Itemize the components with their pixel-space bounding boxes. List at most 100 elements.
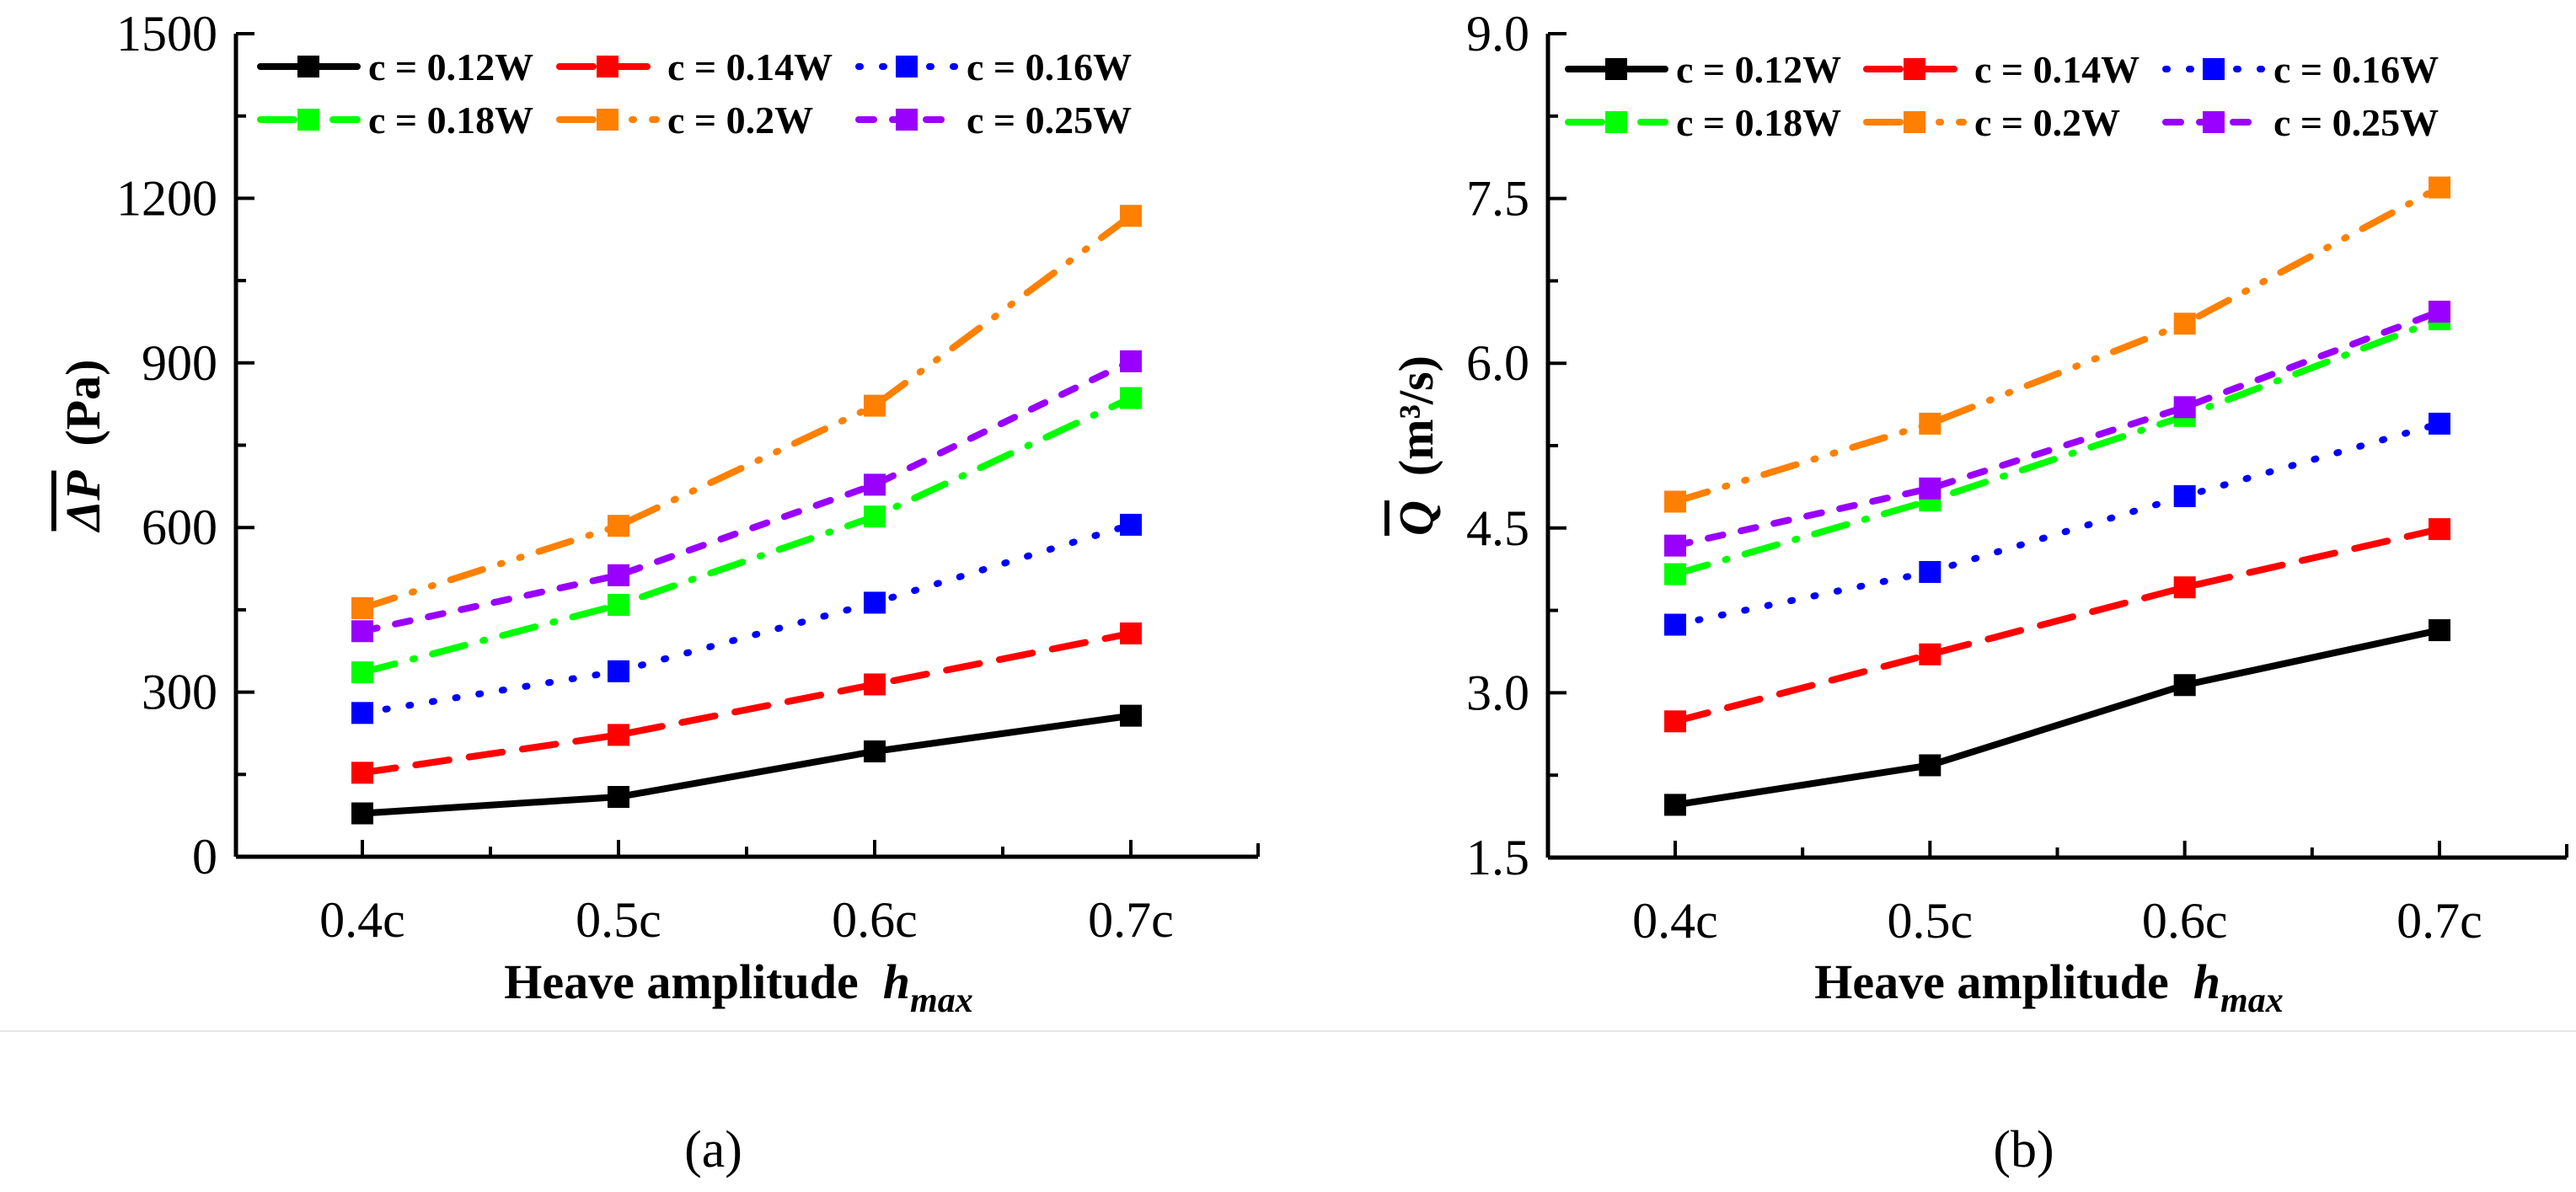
data-point-marker (1120, 704, 1142, 727)
panel-caption: (b) (1993, 1121, 2054, 1179)
series-line (1672, 526, 2443, 725)
legend-item: c = 0.16W (855, 45, 1132, 88)
legend-marker (1605, 58, 1627, 80)
legend-marker (597, 56, 619, 78)
data-point-marker (1664, 710, 1686, 733)
legend-label: c = 0.16W (2273, 48, 2439, 91)
legend-item: c = 0.12W (1565, 48, 1841, 91)
legend-item: c = 0.16W (2162, 48, 2439, 91)
y-tick-label: 7.5 (1466, 171, 1529, 227)
legend-marker (2203, 111, 2225, 133)
legend-label: c = 0.12W (368, 45, 533, 88)
series-line (1672, 184, 2443, 505)
series-0.25 (1664, 300, 2450, 557)
data-point-marker (2429, 619, 2450, 642)
y-axis-spacer (56, 446, 110, 471)
legend-marker (1904, 111, 1925, 133)
data-point-marker (608, 564, 629, 586)
y-axis-unit: (Pa) (56, 360, 110, 446)
x-tick-label: 0.7c (1088, 892, 1174, 948)
y-tick-label: 1200 (116, 170, 217, 226)
series-0.12 (351, 704, 1142, 825)
data-point-marker (864, 673, 886, 696)
data-point-marker (1919, 560, 1941, 583)
legend-marker (597, 109, 619, 131)
x-axis-subscript: max (910, 981, 973, 1020)
legend-item: c = 0.2W (556, 99, 813, 142)
series-line (1672, 420, 2443, 628)
y-tick-label: 4.5 (1466, 500, 1529, 556)
x-tick-label: 0.6c (2142, 893, 2228, 949)
legend-item: c = 0.14W (556, 45, 833, 88)
series-0.16 (351, 513, 1142, 724)
data-point-marker (1120, 387, 1142, 409)
legend-item: c = 0.12W (257, 45, 533, 88)
data-point-marker (2429, 518, 2450, 541)
panel-caption: (a) (684, 1121, 742, 1179)
data-point-marker (351, 802, 373, 825)
series-line (359, 357, 1134, 635)
x-axis-label: Heave amplitude hmax (504, 954, 972, 1020)
x-tick-label: 0.4c (1632, 893, 1718, 949)
y-tick-label: 6.0 (1466, 335, 1529, 391)
data-point-marker (1120, 205, 1142, 227)
series-0.25 (351, 350, 1142, 643)
y-axis-symbol: Q (1389, 500, 1443, 536)
y-tick-label: 300 (142, 665, 217, 720)
legend-item: c = 0.25W (855, 99, 1132, 142)
data-point-marker (2173, 396, 2196, 419)
legend-label: c = 0.2W (1974, 101, 2120, 144)
data-point-marker (2173, 674, 2196, 697)
legend-marker (1904, 58, 1925, 80)
series-0.14 (1664, 518, 2450, 733)
legend-item: c = 0.14W (1863, 48, 2140, 91)
y-axis-symbol: ΔP (56, 470, 110, 532)
x-axis-spacer (2169, 954, 2193, 1009)
y-axis-spacer (1389, 476, 1443, 500)
x-tick-label: 0.5c (1888, 893, 1974, 949)
legend-marker (1605, 111, 1627, 133)
series-line (359, 712, 1134, 817)
data-point-marker (351, 596, 373, 619)
y-tick-label: 900 (142, 335, 217, 391)
legend-label: c = 0.14W (1974, 48, 2140, 91)
data-point-marker (1664, 613, 1686, 636)
series-line (359, 521, 1134, 717)
data-point-marker (1120, 513, 1142, 536)
legend-item: c = 0.18W (257, 99, 533, 142)
y-tick-label: 1500 (116, 6, 217, 61)
legend-label: c = 0.18W (1676, 101, 1841, 144)
data-point-marker (864, 591, 886, 614)
series-0.18 (351, 387, 1142, 684)
data-point-marker (1919, 477, 1941, 500)
y-axis-unit: (m³/s) (1389, 355, 1443, 476)
x-axis-label-text: Heave amplitude (1814, 954, 2168, 1009)
series-line (359, 212, 1134, 612)
y-axis-label: ΔP (Pa) (56, 360, 110, 533)
legend-marker (297, 56, 319, 78)
legend-label: c = 0.12W (1676, 48, 1841, 91)
y-tick-label: 3.0 (1466, 665, 1529, 720)
legend-marker (297, 109, 319, 131)
series-0.2 (351, 205, 1142, 619)
data-point-marker (608, 660, 629, 682)
x-axis-subscript: max (2220, 981, 2284, 1020)
legend-item: c = 0.18W (1565, 101, 1841, 144)
legend-label: c = 0.18W (368, 99, 533, 142)
x-axis-symbol: h (2193, 954, 2220, 1009)
series-0.12 (1664, 619, 2450, 816)
data-point-marker (2429, 176, 2450, 199)
data-point-marker (351, 762, 373, 784)
legend-marker (2203, 58, 2225, 80)
y-axis-label: Q (m³/s) (1389, 355, 1443, 536)
data-point-marker (1664, 563, 1686, 585)
legend-label: c = 0.25W (2273, 101, 2439, 144)
legend-marker (896, 56, 918, 78)
y-tick-label: 0 (192, 829, 217, 885)
data-point-marker (1120, 350, 1142, 372)
chart-panel-b: 1.5 3.0 4.5 6.0 7.5 9.0 0.4c 0.5c 0.6c 0.7c Q (m³/… (1389, 6, 2568, 1179)
x-tick-label: 0.4c (319, 892, 405, 948)
legend-label: c = 0.2W (667, 99, 813, 142)
data-point-marker (2429, 412, 2450, 435)
